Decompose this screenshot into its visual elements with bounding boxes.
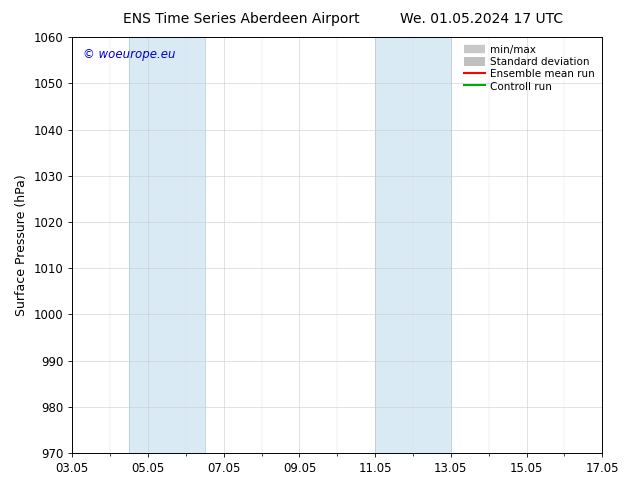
Legend: min/max, Standard deviation, Ensemble mean run, Controll run: min/max, Standard deviation, Ensemble me… [462, 42, 597, 94]
Y-axis label: Surface Pressure (hPa): Surface Pressure (hPa) [15, 174, 28, 316]
Text: © woeurope.eu: © woeurope.eu [83, 48, 176, 61]
Text: We. 01.05.2024 17 UTC: We. 01.05.2024 17 UTC [400, 12, 564, 26]
Bar [375, 37, 451, 453]
Bar [129, 37, 205, 453]
Text: ENS Time Series Aberdeen Airport: ENS Time Series Aberdeen Airport [122, 12, 359, 26]
